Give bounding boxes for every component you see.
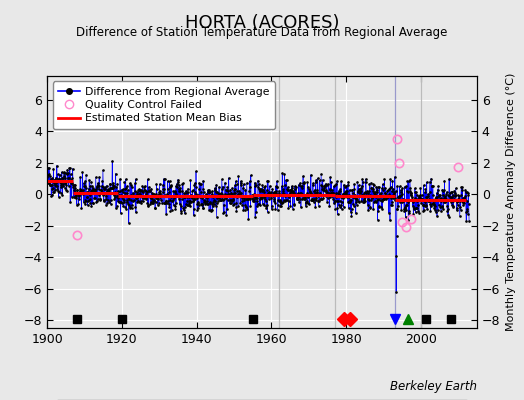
Text: Berkeley Earth: Berkeley Earth (390, 380, 477, 393)
Y-axis label: Monthly Temperature Anomaly Difference (°C): Monthly Temperature Anomaly Difference (… (506, 73, 516, 331)
Text: HORTA (ACORES): HORTA (ACORES) (185, 14, 339, 32)
Text: Difference of Station Temperature Data from Regional Average: Difference of Station Temperature Data f… (77, 26, 447, 39)
